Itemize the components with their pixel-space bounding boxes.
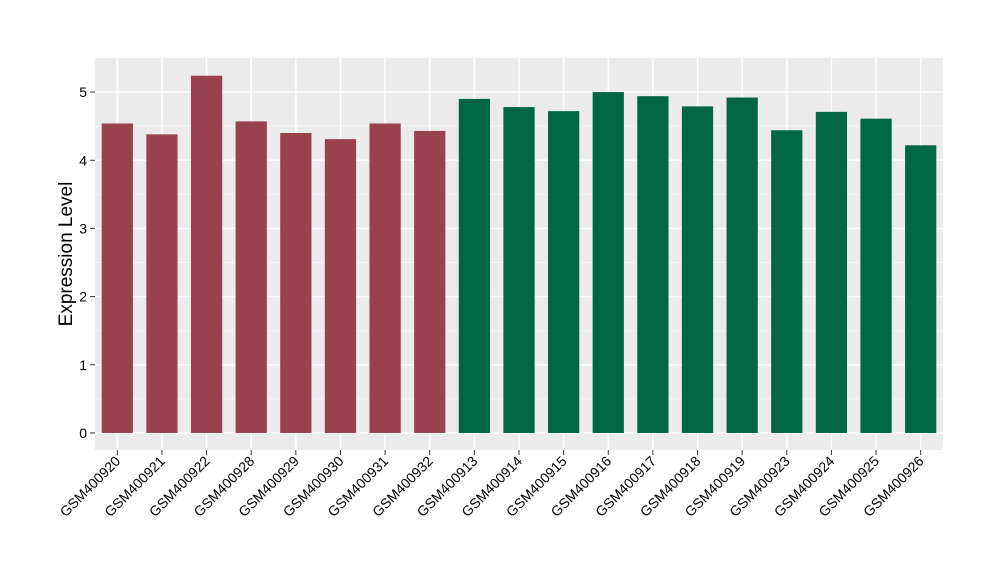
bar-GSM400925 [860,118,892,433]
y-axis-label: Expression Level [56,182,77,327]
bar-GSM400921 [146,134,178,433]
bar-GSM400923 [771,130,803,433]
bar-GSM400926 [905,145,937,433]
bar-GSM400932 [414,130,446,433]
y-tick-label: 5 [79,84,87,100]
bar-GSM400914 [503,107,535,433]
x-axis: GSM400920GSM400921GSM400922GSM400928GSM4… [57,450,927,520]
bar-GSM400918 [681,106,714,433]
bar-GSM400917 [637,96,669,433]
bar-GSM400931 [369,123,401,433]
y-tick-label: 4 [79,152,87,168]
bar-GSM400930 [324,139,357,433]
bar-GSM400920 [101,123,133,433]
y-tick-label: 3 [79,220,87,236]
y-tick-label: 0 [79,425,87,441]
bar-GSM400919 [726,97,758,433]
bars [101,75,937,433]
bar-GSM400915 [548,111,580,433]
bar-GSM400913 [458,98,490,433]
y-tick-label: 1 [79,357,87,373]
y-tick-label: 2 [79,289,87,305]
bar-GSM400928 [235,121,267,433]
bar-GSM400922 [190,75,223,433]
bar-GSM400916 [592,92,624,433]
bar-GSM400924 [815,111,848,433]
bar-GSM400929 [280,132,312,433]
y-axis: 0 1 2 3 4 5 [79,84,95,441]
